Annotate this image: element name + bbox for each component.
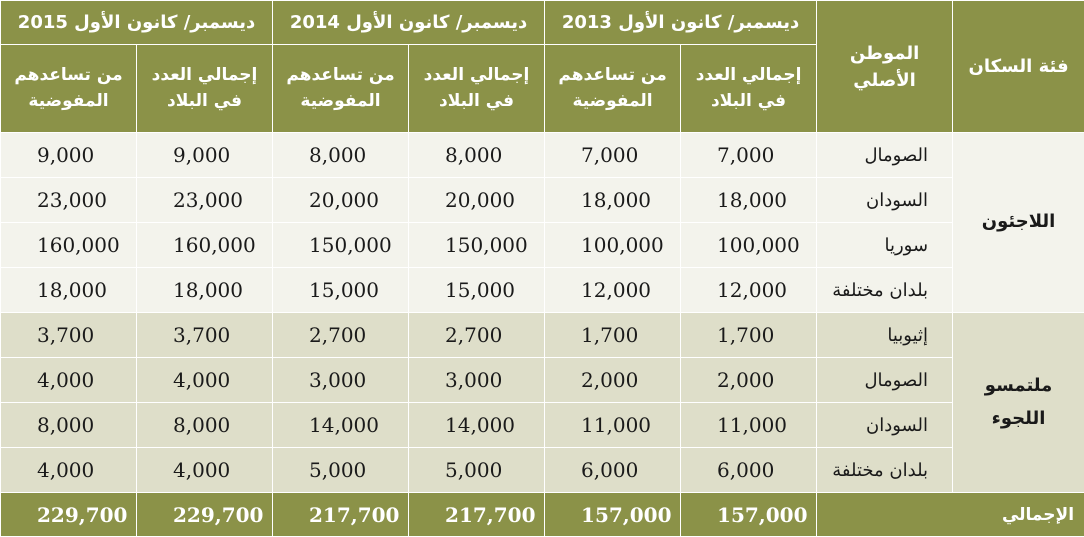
value-cell: 23,000 bbox=[137, 178, 273, 223]
value-cell: 5,000 bbox=[273, 448, 409, 493]
header-year-2013: ديسمبر/ كانون الأول 2013 bbox=[545, 1, 817, 45]
value-cell: 5,000 bbox=[409, 448, 545, 493]
category-refugees: اللاجئون bbox=[953, 133, 1084, 313]
value-cell: 1,700 bbox=[545, 313, 681, 358]
value-cell: 12,000 bbox=[681, 268, 817, 313]
origin-cell: السودان bbox=[817, 178, 953, 223]
header-year-2014: ديسمبر/ كانون الأول 2014 bbox=[273, 1, 545, 45]
value-cell: 20,000 bbox=[409, 178, 545, 223]
header-2013-assisted: من تساعدهم المفوضية bbox=[545, 45, 681, 133]
value-cell: 15,000 bbox=[273, 268, 409, 313]
table-row: سوريا 100,000 100,000 150,000 150,000 16… bbox=[1, 223, 1084, 268]
value-cell: 18,000 bbox=[545, 178, 681, 223]
origin-cell: الصومال bbox=[817, 133, 953, 178]
value-cell: 14,000 bbox=[409, 403, 545, 448]
value-cell: 4,000 bbox=[1, 358, 137, 403]
value-cell: 160,000 bbox=[1, 223, 137, 268]
value-cell: 1,700 bbox=[681, 313, 817, 358]
value-cell: 6,000 bbox=[545, 448, 681, 493]
value-cell: 150,000 bbox=[409, 223, 545, 268]
value-cell: 14,000 bbox=[273, 403, 409, 448]
total-value: 229,700 bbox=[1, 493, 137, 537]
total-value: 157,000 bbox=[545, 493, 681, 537]
value-cell: 2,700 bbox=[409, 313, 545, 358]
header-2014-total: إجمالي العدد في البلاد bbox=[409, 45, 545, 133]
value-cell: 7,000 bbox=[681, 133, 817, 178]
value-cell: 3,700 bbox=[137, 313, 273, 358]
value-cell: 100,000 bbox=[545, 223, 681, 268]
origin-cell: السودان bbox=[817, 403, 953, 448]
value-cell: 8,000 bbox=[137, 403, 273, 448]
value-cell: 20,000 bbox=[273, 178, 409, 223]
header-origin: الموطن الأصلي bbox=[817, 1, 953, 133]
value-cell: 8,000 bbox=[1, 403, 137, 448]
value-cell: 4,000 bbox=[137, 448, 273, 493]
table-row: السودان 11,000 11,000 14,000 14,000 8,00… bbox=[1, 403, 1084, 448]
origin-cell: الصومال bbox=[817, 358, 953, 403]
table-row: بلدان مختلفة 6,000 6,000 5,000 5,000 4,0… bbox=[1, 448, 1084, 493]
total-value: 229,700 bbox=[137, 493, 273, 537]
value-cell: 2,700 bbox=[273, 313, 409, 358]
value-cell: 8,000 bbox=[273, 133, 409, 178]
total-row: الإجمالي 157,000 157,000 217,700 217,700… bbox=[1, 493, 1084, 537]
value-cell: 6,000 bbox=[681, 448, 817, 493]
origin-cell: بلدان مختلفة bbox=[817, 448, 953, 493]
value-cell: 3,700 bbox=[1, 313, 137, 358]
table-row: اللاجئون الصومال 7,000 7,000 8,000 8,000… bbox=[1, 133, 1084, 178]
value-cell: 12,000 bbox=[545, 268, 681, 313]
value-cell: 8,000 bbox=[409, 133, 545, 178]
header-2013-total: إجمالي العدد في البلاد bbox=[681, 45, 817, 133]
total-label: الإجمالي bbox=[817, 493, 1084, 537]
header-category: فئة السكان bbox=[953, 1, 1084, 133]
table-row: ملتمسو اللجوء إثيوبيا 1,700 1,700 2,700 … bbox=[1, 313, 1084, 358]
category-asylum-seekers: ملتمسو اللجوء bbox=[953, 313, 1084, 493]
value-cell: 3,000 bbox=[409, 358, 545, 403]
origin-cell: سوريا bbox=[817, 223, 953, 268]
table-row: السودان 18,000 18,000 20,000 20,000 23,0… bbox=[1, 178, 1084, 223]
header-2014-assisted: من تساعدهم المفوضية bbox=[273, 45, 409, 133]
value-cell: 160,000 bbox=[137, 223, 273, 268]
value-cell: 2,000 bbox=[545, 358, 681, 403]
value-cell: 9,000 bbox=[137, 133, 273, 178]
value-cell: 11,000 bbox=[681, 403, 817, 448]
value-cell: 18,000 bbox=[1, 268, 137, 313]
value-cell: 150,000 bbox=[273, 223, 409, 268]
value-cell: 2,000 bbox=[681, 358, 817, 403]
table-row: بلدان مختلفة 12,000 12,000 15,000 15,000… bbox=[1, 268, 1084, 313]
origin-cell: إثيوبيا bbox=[817, 313, 953, 358]
value-cell: 15,000 bbox=[409, 268, 545, 313]
header-year-2015: ديسمبر/ كانون الأول 2015 bbox=[1, 1, 273, 45]
value-cell: 11,000 bbox=[545, 403, 681, 448]
value-cell: 4,000 bbox=[1, 448, 137, 493]
total-value: 217,700 bbox=[409, 493, 545, 537]
value-cell: 3,000 bbox=[273, 358, 409, 403]
origin-cell: بلدان مختلفة bbox=[817, 268, 953, 313]
table-row: الصومال 2,000 2,000 3,000 3,000 4,000 4,… bbox=[1, 358, 1084, 403]
total-value: 217,700 bbox=[273, 493, 409, 537]
value-cell: 100,000 bbox=[681, 223, 817, 268]
header-2015-total: إجمالي العدد في البلاد bbox=[137, 45, 273, 133]
value-cell: 23,000 bbox=[1, 178, 137, 223]
value-cell: 7,000 bbox=[545, 133, 681, 178]
value-cell: 18,000 bbox=[681, 178, 817, 223]
value-cell: 9,000 bbox=[1, 133, 137, 178]
value-cell: 4,000 bbox=[137, 358, 273, 403]
header-2015-assisted: من تساعدهم المفوضية bbox=[1, 45, 137, 133]
total-value: 157,000 bbox=[681, 493, 817, 537]
value-cell: 18,000 bbox=[137, 268, 273, 313]
